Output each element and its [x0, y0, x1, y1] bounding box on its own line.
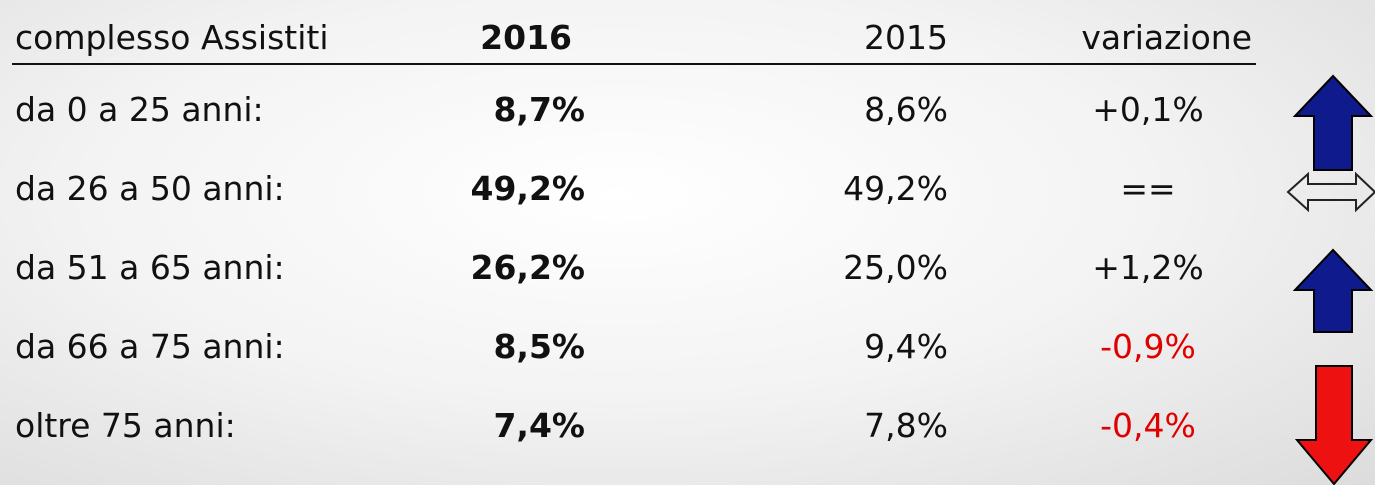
- cell: 8,7%: [493, 90, 585, 129]
- down-arrow: [1294, 365, 1374, 485]
- cell: 25,0%: [843, 248, 948, 287]
- cell: da 66 a 75 anni:: [15, 327, 285, 366]
- cell: 9,4%: [864, 327, 948, 366]
- header-cell: complesso Assistiti: [15, 18, 329, 57]
- cell: -0,9%: [1100, 327, 1196, 366]
- cell: 8,5%: [493, 327, 585, 366]
- cell: 7,8%: [864, 406, 948, 445]
- table-row: da 51 a 65 anni: 26,2% 25,0% +1,2%: [0, 238, 1375, 298]
- cell: +0,1%: [1092, 90, 1204, 129]
- up-arrow: [1292, 248, 1374, 333]
- header-cell: 2015: [864, 18, 948, 57]
- cell: oltre 75 anni:: [15, 406, 236, 445]
- table-row: da 0 a 25 anni: 8,7% 8,6% +0,1%: [0, 80, 1375, 140]
- cell: 49,2%: [843, 169, 948, 208]
- table-row: da 26 a 50 anni: 49,2% 49,2% ==: [0, 159, 1375, 219]
- cell: 49,2%: [470, 169, 586, 208]
- header-cell: 2016: [480, 18, 572, 57]
- cell: 8,6%: [864, 90, 948, 129]
- cell: -0,4%: [1100, 406, 1196, 445]
- cell: +1,2%: [1092, 248, 1204, 287]
- cell: ==: [1120, 169, 1176, 208]
- table-row: oltre 75 anni: 7,4% 7,8% -0,4%: [0, 396, 1375, 456]
- up-arrow: [1292, 74, 1374, 171]
- cell: da 0 a 25 anni:: [15, 90, 264, 129]
- cell: 7,4%: [493, 406, 585, 445]
- header-underline: [12, 63, 1256, 65]
- header-row: complesso Assistiti 2016 2015 variazione: [0, 8, 1375, 68]
- cell: 26,2%: [470, 248, 586, 287]
- cell: da 26 a 50 anni:: [15, 169, 285, 208]
- double-arrow: [1286, 171, 1375, 213]
- header-cell: variazione: [1081, 18, 1252, 57]
- table-row: da 66 a 75 anni: 8,5% 9,4% -0,9%: [0, 317, 1375, 377]
- cell: da 51 a 65 anni:: [15, 248, 285, 287]
